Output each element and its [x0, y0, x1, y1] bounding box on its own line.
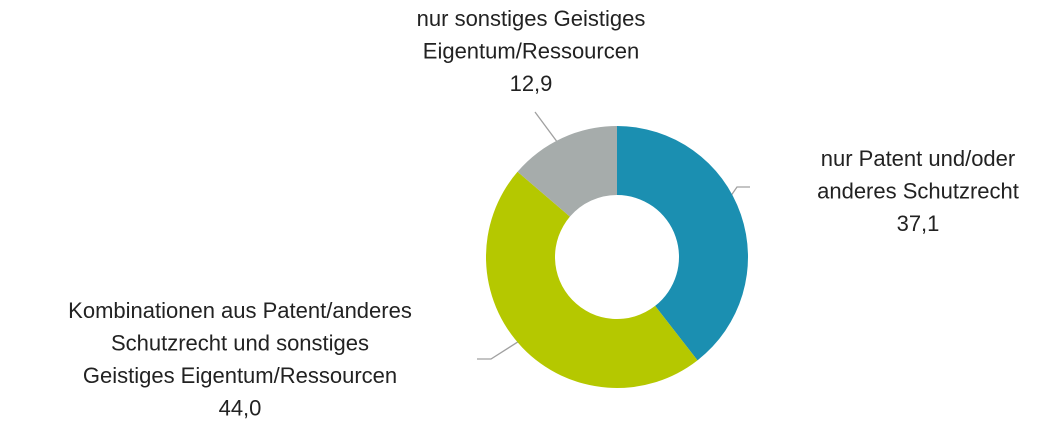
value-label: 12,9: [510, 71, 553, 96]
segment-label: Geistiges Eigentum/Ressourcen: [83, 363, 397, 388]
donut-segment: [485, 171, 698, 389]
segment-label: nur sonstiges Geistiges: [417, 6, 646, 31]
value-label: 37,1: [897, 211, 940, 236]
segment-label: anderes Schutzrecht: [817, 178, 1019, 203]
donut-segment: [617, 126, 748, 361]
segment-label: Kombinationen aus Patent/anderes: [68, 298, 412, 323]
segment-label: Eigentum/Ressourcen: [423, 38, 639, 63]
donut-segment: [517, 126, 617, 217]
segment-label: Schutzrecht und sonstiges: [111, 330, 369, 355]
value-label: 44,0: [219, 395, 262, 420]
segment-label: nur Patent und/oder: [821, 146, 1015, 171]
